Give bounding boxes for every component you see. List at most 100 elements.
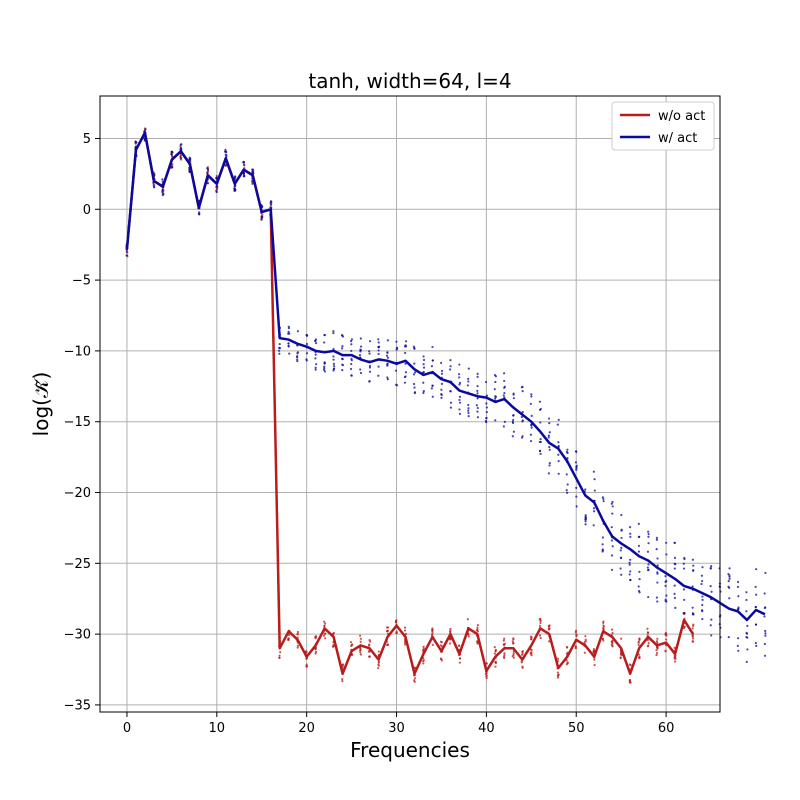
point-w-act-50-7 [575,486,578,489]
point-w-act-62-1 [682,562,685,565]
point-w-act-70-0 [755,593,758,596]
point-w-act-36-2 [449,406,452,409]
point-wo-act-59-1 [655,649,658,652]
point-wo-act-31-1 [404,643,407,646]
y-tick-label-4: −15 [64,415,91,430]
x-tick-label-50: 50 [568,721,585,736]
point-w-act-8-9 [197,212,201,215]
point-wo-act-54-5 [610,628,614,631]
point-w-act-61-9 [673,541,676,545]
x-tick-label-0: 0 [123,721,131,736]
point-w-act-64-1 [701,566,704,569]
point-w-act-37-8 [458,381,462,384]
point-w-act-46-7 [538,408,542,411]
point-w-act-67-6 [727,585,730,588]
point-w-act-30-0 [394,369,398,372]
point-wo-act-34-8 [431,633,434,636]
point-w-act-69-3 [745,610,748,613]
point-w-act-53-9 [601,549,605,552]
point-w-act-68-4 [736,585,740,588]
point-wo-act-53-7 [602,621,605,624]
point-w-act-71-5 [764,634,767,637]
point-w-act-63-7 [691,606,694,609]
point-w-act-36-8 [449,389,452,393]
point-w-act-67-3 [728,577,731,581]
point-w-act-52-6 [593,489,596,492]
point-w-act-54-3 [611,500,614,504]
point-wo-act-31-6 [404,632,408,635]
point-w-act-58-0 [647,542,650,545]
point-w-act-56-8 [628,561,631,564]
point-w-act-67-9 [728,575,731,578]
point-w-act-52-3 [592,507,596,510]
point-w-act-60-0 [665,594,668,597]
point-w-act-35-8 [440,393,443,397]
point-w-act-61-6 [673,556,677,559]
point-wo-act-36-3 [449,627,452,630]
point-w-act-37-3 [458,395,462,398]
point-w-act-28-8 [377,352,380,356]
point-w-act-22-7 [323,365,326,368]
point-w-act-42-6 [502,394,505,397]
point-w-act-24-1 [341,345,344,348]
point-wo-act-22-2 [324,637,327,640]
point-wo-act-25-9 [350,643,353,647]
point-wo-act-26-9 [359,648,362,651]
point-wo-act-57-7 [638,657,641,660]
point-w-act-35-2 [440,382,444,385]
point-w-act-59-0 [656,557,659,560]
point-w-act-30-9 [394,383,398,386]
point-w-act-57-9 [638,570,641,573]
point-w-act-27-5 [368,370,372,373]
point-wo-act-42-1 [503,654,506,657]
x-axis-label: Frequencies [350,738,470,762]
point-w-act-19-4 [296,355,299,358]
point-wo-act-18-7 [287,638,290,641]
point-w-act-33-6 [422,366,426,369]
point-w-act-61-2 [673,592,676,595]
point-w-act-6-5 [180,156,183,159]
point-wo-act-38-5 [466,618,469,621]
point-w-act-21-3 [314,353,317,356]
point-wo-act-24-3 [341,680,344,683]
point-wo-act-53-3 [601,637,605,640]
point-wo-act-17-5 [279,651,282,654]
point-wo-act-26-3 [359,634,362,637]
point-w-act-71-4 [764,632,767,635]
point-w-act-18-9 [287,325,290,328]
point-w-act-50-6 [575,464,578,467]
point-wo-act-15-3 [261,213,264,216]
point-w-act-60-3 [665,553,668,556]
point-w-act-41-2 [494,395,498,399]
point-wo-act-26-6 [359,647,362,650]
point-w-act-69-1 [746,648,749,651]
point-w-act-35-0 [440,372,444,375]
grid [100,96,720,712]
point-w-act-26-3 [359,345,363,348]
point-wo-act-34-6 [431,627,434,630]
point-wo-act-45-9 [530,638,533,641]
point-w-act-12-9 [233,187,236,190]
point-wo-act-20-7 [305,665,309,668]
point-w-act-40-7 [485,416,488,420]
point-wo-act-28-3 [377,664,380,667]
point-w-act-29-3 [386,364,389,367]
point-w-act-69-4 [745,632,749,635]
point-wo-act-59-7 [655,651,659,655]
point-w-act-58-9 [646,550,650,553]
point-wo-act-24-1 [341,665,344,668]
point-w-act-62-5 [683,598,686,601]
point-wo-act-36-8 [448,630,452,633]
point-w-act-23-2 [332,332,335,335]
point-w-act-45-8 [530,393,533,396]
point-w-act-54-8 [610,554,614,557]
point-w-act-21-4 [315,363,318,366]
point-w-act-6-9 [179,147,183,150]
point-wo-act-37-9 [458,644,461,647]
point-wo-act-60-7 [664,633,667,637]
point-wo-act-46-8 [538,624,542,627]
point-w-act-54-7 [610,539,614,542]
point-w-act-33-8 [422,363,425,366]
point-w-act-34-4 [430,387,433,390]
point-w-act-53-3 [602,497,605,501]
